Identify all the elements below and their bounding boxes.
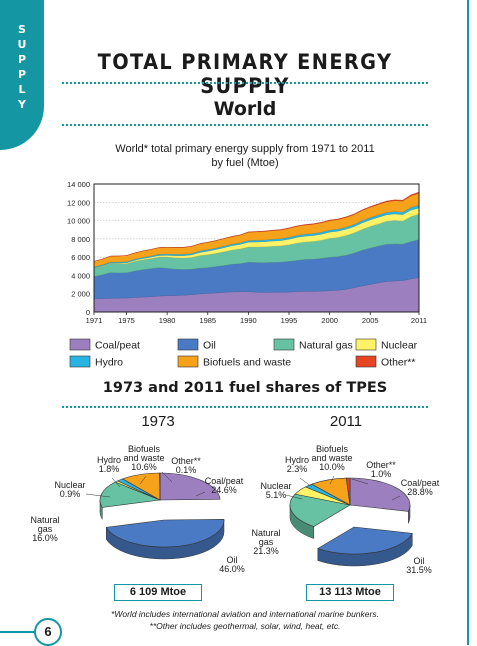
y-tick-label: 12 000 <box>67 198 90 207</box>
y-tick-label: 6 000 <box>71 253 90 262</box>
x-tick-label: 1971 <box>86 316 103 325</box>
pie-label-natural_gas: 21.3% <box>253 546 279 556</box>
legend-swatch-other <box>356 356 376 367</box>
legend-label-nuclear: Nuclear <box>381 340 418 352</box>
y-tick-label: 10 000 <box>67 217 90 226</box>
y-tick-label: 4 000 <box>71 271 90 280</box>
legend-label-natural_gas: Natural gas <box>299 340 353 352</box>
legend-label-hydro: Hydro <box>95 357 123 369</box>
pie-label-nuclear: 0.9% <box>60 489 81 499</box>
legend-swatch-coal_peat <box>70 339 90 350</box>
pie-leader-hydro <box>300 478 312 487</box>
pie-label-coal_peat: 24.6% <box>211 485 237 495</box>
x-tick-label: 1980 <box>159 316 176 325</box>
legend-swatch-natural_gas <box>274 339 294 350</box>
legend-label-coal_peat: Coal/peat <box>95 340 140 352</box>
pie-label-biofuels_waste: 10.0% <box>319 462 345 472</box>
pie-label-natural_gas: 16.0% <box>32 533 58 543</box>
x-tick-label: 2011 <box>411 316 427 325</box>
x-tick-label: 1990 <box>240 316 257 325</box>
x-tick-label: 2000 <box>321 316 338 325</box>
pie-label-hydro: 2.3% <box>287 464 308 474</box>
x-tick-label: 2005 <box>362 316 379 325</box>
legend-swatch-nuclear <box>356 339 376 350</box>
legend-label-oil: Oil <box>203 340 216 352</box>
pie-label-coal_peat: 28.8% <box>407 487 433 497</box>
pie-label-oil: 31.5% <box>406 565 432 575</box>
pie-label-other: 1.0% <box>371 469 392 479</box>
pie-label-oil: 46.0% <box>219 564 245 574</box>
legend-swatch-oil <box>178 339 198 350</box>
y-tick-label: 8 000 <box>71 235 90 244</box>
x-tick-label: 1975 <box>118 316 135 325</box>
legend-swatch-hydro <box>70 356 90 367</box>
y-tick-label: 14 000 <box>67 180 90 189</box>
y-tick-label: 2 000 <box>71 290 90 299</box>
pie-label-biofuels_waste: 10.6% <box>131 462 157 472</box>
pie-label-nuclear: 5.1% <box>266 490 287 500</box>
x-tick-label: 1995 <box>281 316 298 325</box>
pie-label-hydro: 1.8% <box>99 464 120 474</box>
legend-swatch-biofuels_waste <box>178 356 198 367</box>
legend-label-biofuels_waste: Biofuels and waste <box>203 357 291 369</box>
legend-label-other: Other** <box>381 357 415 369</box>
pie-label-other: 0.1% <box>176 465 197 475</box>
x-tick-label: 1985 <box>199 316 216 325</box>
